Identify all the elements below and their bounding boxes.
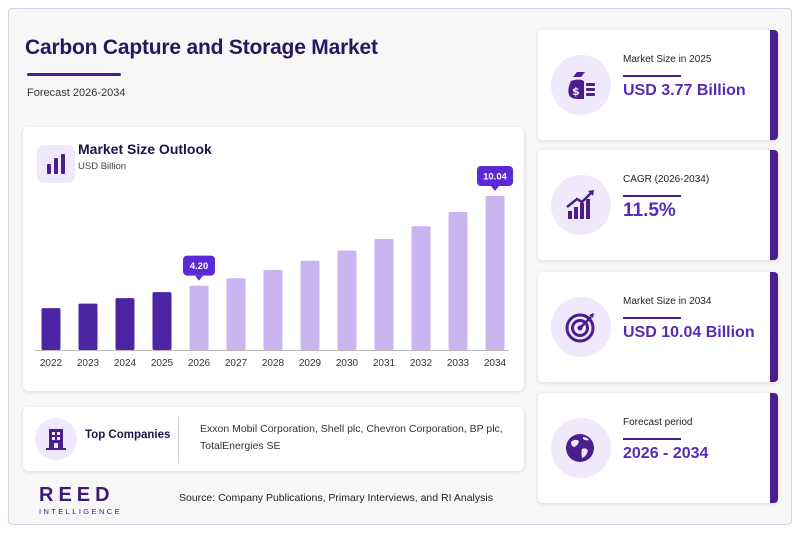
chart-title: Market Size Outlook — [78, 141, 212, 157]
kpi-label: Market Size in 2025 — [623, 54, 712, 65]
kpi-accent-bar — [770, 30, 778, 140]
page-title: Carbon Capture and Storage Market — [25, 36, 378, 59]
x-tick-label: 2026 — [188, 358, 211, 369]
kpi-value: USD 3.77 Billion — [623, 82, 746, 99]
top-companies-label: Top Companies — [85, 429, 171, 441]
callout-label: 10.04 — [483, 172, 507, 183]
logo-subtitle: INTELLIGENCE — [39, 507, 122, 516]
callout-label: 4.20 — [190, 261, 209, 272]
logo-word: REED — [39, 484, 115, 506]
chart-unit: USD Billion — [78, 161, 127, 172]
growth-chart-icon — [551, 175, 611, 235]
chart-card: Market Size Outlook USD Billion 2022 2023… — [23, 127, 524, 391]
bar-2026 — [189, 285, 209, 350]
kpi-value: USD 10.04 Billion — [623, 324, 755, 341]
bar-2029 — [300, 260, 320, 350]
source-note: Source: Company Publications, Primary In… — [179, 492, 493, 504]
kpi-accent-bar — [770, 272, 778, 382]
kpi-card-cagr: CAGR (2026-2034) 11.5% — [538, 150, 778, 260]
x-tick-label: 2028 — [262, 358, 285, 369]
x-tick-label: 2024 — [114, 358, 137, 369]
value-callout: 4.20 — [183, 255, 215, 281]
kpi-card-forecast-period: Forecast period 2026 - 2034 — [538, 393, 778, 503]
kpi-value: 11.5% — [623, 200, 676, 221]
market-size-bar-chart: 2022 2023 2024 2025 2026 2027 2028 2029 2030 2031… — [35, 166, 513, 369]
bar-chart-icon — [37, 145, 75, 183]
kpi-label: Forecast period — [623, 417, 693, 428]
x-tick-label: 2033 — [447, 358, 470, 369]
kpi-label: Market Size in 2034 — [623, 296, 712, 307]
x-tick-label: 2029 — [299, 358, 322, 369]
bar-2024 — [115, 298, 135, 350]
kpi-card-market-size-2034: Market Size in 2034 USD 10.04 Billion — [538, 272, 778, 382]
money-bag-icon: $ — [551, 55, 611, 115]
bar-2027 — [226, 278, 246, 350]
target-icon — [551, 297, 611, 357]
bar-2033 — [448, 211, 468, 350]
bar-2028 — [263, 269, 283, 350]
kpi-accent-bar — [770, 393, 778, 503]
x-tick-label: 2034 — [484, 358, 507, 369]
x-tick-label: 2030 — [336, 358, 359, 369]
kpi-accent-bar — [770, 150, 778, 260]
bar-2022 — [41, 308, 61, 350]
title-underline — [27, 73, 121, 76]
kpi-underline — [623, 317, 681, 319]
bar-2032 — [411, 226, 431, 350]
kpi-underline — [623, 438, 681, 440]
divider — [178, 417, 179, 463]
x-tick-label: 2022 — [40, 358, 63, 369]
x-tick-label: 2025 — [151, 358, 174, 369]
bar-2034 — [485, 196, 505, 350]
top-companies-card: Top Companies Exxon Mobil Corporation, S… — [23, 407, 524, 471]
svg-text:$: $ — [572, 85, 580, 98]
value-callout: 10.04 — [477, 166, 513, 191]
top-companies-list: Exxon Mobil Corporation, Shell plc, Chev… — [200, 423, 503, 452]
page-subtitle: Forecast 2026-2034 — [27, 87, 126, 99]
kpi-card-market-size-2025: $ Market Size in 2025 USD 3.77 Billion — [538, 30, 778, 140]
kpi-value: 2026 - 2034 — [623, 445, 709, 462]
x-tick-label: 2032 — [410, 358, 433, 369]
bar-2031 — [374, 238, 394, 350]
kpi-label: CAGR (2026-2034) — [623, 174, 710, 185]
globe-icon — [551, 418, 611, 478]
building-icon — [35, 418, 77, 460]
bar-2023 — [78, 303, 98, 350]
x-tick-label: 2023 — [77, 358, 100, 369]
bar-2030 — [337, 250, 357, 350]
kpi-underline — [623, 195, 681, 197]
bar-2025 — [152, 292, 172, 350]
kpi-underline — [623, 75, 681, 77]
x-tick-label: 2031 — [373, 358, 396, 369]
x-tick-label: 2027 — [225, 358, 248, 369]
reed-intelligence-logo: REED INTELLIGENCE — [39, 484, 122, 516]
